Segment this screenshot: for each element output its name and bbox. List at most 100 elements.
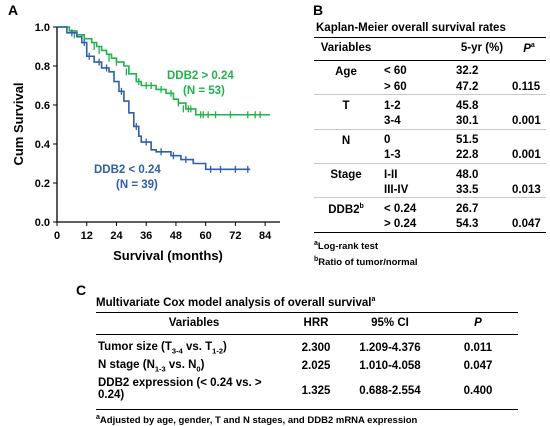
cell-subgroup: 1-3 xyxy=(378,147,444,164)
cell-p-value: 0.400 xyxy=(438,375,518,410)
variable-part: DDB2 expression (< 0.24 vs. > 0.24) xyxy=(98,377,262,402)
cell-p-value: 0.115 xyxy=(508,79,546,96)
cell-p-value-text: 0.115 xyxy=(512,80,541,93)
cell-variable xyxy=(314,113,378,130)
cell-p-value: 0.047 xyxy=(463,360,493,373)
series-label-low: DDB2 < 0.24 xyxy=(94,164,161,176)
cell-5yr-rate-text: 48.0 xyxy=(456,168,479,181)
cell-5yr-rate-text: 45.8 xyxy=(456,99,479,112)
cell-5yr-rate: 48.0 xyxy=(444,163,508,182)
table-b-title: Kaplan-Meier overall survival rates xyxy=(316,22,506,34)
table-row: 3-4 30.1 0.001 xyxy=(314,113,546,130)
cell-ci: 1.010-4.058 xyxy=(359,360,421,373)
cell-variable-text: N xyxy=(341,134,351,147)
cell-p-value: 0.001 xyxy=(508,147,546,164)
series-count-high: (N = 53) xyxy=(183,85,225,97)
cell-5yr-rate-text: 33.5 xyxy=(456,183,479,196)
y-tick-label: 0.8 xyxy=(35,61,50,73)
cell-p-value xyxy=(508,198,546,217)
footnote-b-text: Ratio of tumor/normal xyxy=(318,257,418,269)
y-tick-label: 0.6 xyxy=(35,100,50,112)
x-tick-label: 72 xyxy=(229,230,241,242)
km-rates-table: Kaplan-Meier overall survival rates Vari… xyxy=(314,22,546,269)
y-axis-title: Cum Survival xyxy=(11,82,26,165)
cell-subgroup: I-II xyxy=(378,163,444,182)
cell-subgroup-text: < 0.24 xyxy=(384,202,417,215)
variable-part: 1-3 xyxy=(154,364,166,374)
cell-5yr-rate-text: 26.7 xyxy=(456,202,479,215)
y-tick-label: 0.0 xyxy=(35,217,50,229)
col-header-p: Pa xyxy=(508,37,546,61)
cell-5yr-rate-text: 47.2 xyxy=(456,80,479,93)
footnote-a-text: Log-rank test xyxy=(317,240,379,252)
footnote-a: aLog-rank test xyxy=(314,237,546,253)
cell-5yr-rate: 47.2 xyxy=(444,79,508,96)
cell-subgroup-text: 3-4 xyxy=(384,114,401,127)
table-b-footnotes: aLog-rank test bRatio of tumor/normal xyxy=(314,237,546,269)
col-header-variables-c: Variables xyxy=(96,311,290,335)
table-c-title-sup: a xyxy=(371,296,376,303)
cell-variable xyxy=(314,216,378,233)
cell-hrr: 2.300 xyxy=(301,341,331,354)
panel-label-b: B xyxy=(313,2,324,18)
table-row: > 0.24 54.3 0.047 xyxy=(314,216,546,233)
cell-variable: Age xyxy=(314,60,378,79)
cell-variable-text: DDB2 xyxy=(328,203,360,216)
panel-label-c: C xyxy=(76,282,87,298)
x-tick-label: 36 xyxy=(140,230,152,242)
table-row: N stage (N1-3 vs. N0) 2.025 1.010-4.058 0.0… xyxy=(96,357,518,375)
table-row: III-IV 33.5 0.013 xyxy=(314,182,546,199)
cell-hrr: 1.325 xyxy=(290,375,342,410)
cell-subgroup-text: > 0.24 xyxy=(384,218,417,231)
footnote-b-mark: b xyxy=(314,255,319,263)
cell-ci: 0.688-2.554 xyxy=(342,375,438,410)
cell-p-value: 0.001 xyxy=(508,113,546,130)
cell-subgroup: 1-2 xyxy=(378,95,444,114)
chart-axes: 0 12 24 36 48 60 72 84 0.0 0.2 0.4 0.6 0.8 1.0 xyxy=(35,22,280,242)
cell-p-value: 0.047 xyxy=(508,216,546,233)
col-header-blank xyxy=(378,37,444,61)
cell-p-value xyxy=(508,129,546,148)
col-header-p-c: P xyxy=(438,311,518,335)
cell-variable: DDB2 expression (< 0.24 vs. > 0.24) xyxy=(96,375,290,410)
survival-curve-high xyxy=(57,26,271,116)
cell-5yr-rate-text: 30.1 xyxy=(456,114,479,127)
cell-subgroup-text: 1-3 xyxy=(384,149,401,162)
table-row: T 1-2 45.8 xyxy=(314,95,546,114)
col-header-ci: 95% CI xyxy=(342,311,438,335)
table-row: 1-3 22.8 0.001 xyxy=(314,147,546,164)
x-tick-label: 84 xyxy=(259,230,272,242)
p-sup: a xyxy=(530,42,535,49)
col-header-variables: Variables xyxy=(314,37,378,61)
cell-subgroup: 0 xyxy=(378,129,444,148)
cell-subgroup-text: I-II xyxy=(384,168,398,181)
cell-5yr-rate-text: 51.5 xyxy=(456,134,479,147)
cell-subgroup-text: III-IV xyxy=(384,183,409,196)
x-tick-label: 48 xyxy=(170,230,182,242)
cell-5yr-rate: 22.8 xyxy=(444,147,508,164)
cell-5yr-rate-text: 32.2 xyxy=(456,65,479,78)
table-row: DDB2 expression (< 0.24 vs. > 0.24) 1.325… xyxy=(96,375,518,410)
cell-subgroup-text: 0 xyxy=(384,134,391,147)
cell-subgroup-text: 1-2 xyxy=(384,99,401,112)
cell-variable-sup: b xyxy=(359,202,364,210)
y-tick-label: 0.4 xyxy=(35,139,51,151)
cell-5yr-rate: 26.7 xyxy=(444,198,508,217)
x-tick-label: 0 xyxy=(54,230,60,242)
cell-5yr-rate: 32.2 xyxy=(444,60,508,79)
cell-p-value-text: 0.047 xyxy=(512,218,541,231)
cell-variable-text: T xyxy=(342,100,350,113)
cell-5yr-rate: 45.8 xyxy=(444,95,508,114)
table-row: Stage I-II 48.0 xyxy=(314,163,546,182)
col-header-5yr: 5-yr (%) xyxy=(444,37,508,61)
cell-ci: 1.209-4.376 xyxy=(359,341,421,354)
variable-part: 1-2 xyxy=(212,346,223,356)
cell-p-value-text: 0.001 xyxy=(512,114,541,127)
table-c-title-text: Multivariate Cox model analysis of overa… xyxy=(96,296,372,309)
cell-5yr-rate-text: 54.3 xyxy=(456,218,479,231)
variable-part: 3-4 xyxy=(171,346,183,356)
x-axis-title: Survival (months) xyxy=(113,248,223,263)
x-tick-label: 24 xyxy=(110,230,123,242)
cell-variable-text: Stage xyxy=(330,168,362,181)
variable-part: Tumor size (T xyxy=(98,340,172,353)
